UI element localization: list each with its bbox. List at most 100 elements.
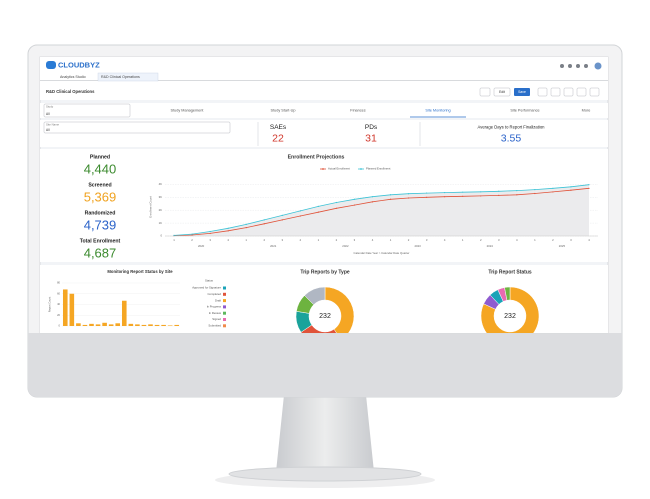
icon[interactable] (568, 64, 572, 68)
x-tick-label: 1 (318, 238, 320, 242)
point (480, 195, 482, 197)
edit-label[interactable]: Edit (499, 90, 505, 94)
donut-segment (504, 286, 511, 301)
kpi-label: PDs (365, 124, 378, 131)
bar (108, 324, 114, 326)
point (444, 191, 446, 194)
bar (154, 324, 160, 326)
kpi-label: SAEs (270, 124, 287, 131)
dashboard-title: R&D Clinical Operations (46, 89, 95, 94)
y-tick-label: 1K (159, 221, 163, 225)
bar (167, 325, 173, 326)
filter-value[interactable]: All (46, 128, 50, 132)
x-tick-label: 4 (516, 238, 518, 242)
point (191, 234, 193, 236)
x-group-label: 2025 (559, 244, 566, 248)
monitor-chin (28, 333, 622, 397)
point (227, 227, 229, 229)
nav-tab[interactable]: More (582, 109, 591, 113)
x-tick-label: 4 (227, 238, 229, 242)
icon-button[interactable] (537, 87, 548, 97)
x-tick-label: 3 (281, 238, 283, 242)
toolbar-bar (40, 84, 608, 100)
nav-tab[interactable]: Site Monitoring (425, 109, 450, 113)
y-tick-label: 0 (160, 234, 162, 238)
bar (82, 324, 88, 326)
line (173, 187, 590, 236)
point (570, 189, 572, 191)
point (552, 191, 554, 193)
chart-title: Trip Reports by Type (300, 269, 350, 275)
x-tick-label: 1 (462, 238, 464, 242)
point (299, 210, 301, 212)
point (389, 194, 392, 196)
point (389, 198, 392, 200)
point (335, 201, 337, 204)
donut-segment (324, 286, 355, 333)
logo: CLOUDBYZ (58, 60, 100, 69)
point (480, 191, 482, 193)
save-label[interactable]: Save (518, 90, 526, 94)
kpi-label: Planned (90, 154, 110, 160)
kpi-value: 3.55 (501, 132, 522, 144)
bar (128, 323, 134, 326)
bar (141, 324, 147, 326)
icon-button[interactable] (563, 87, 574, 97)
edit-button[interactable] (493, 87, 511, 97)
legend-swatch (360, 168, 362, 170)
point (317, 211, 319, 213)
legend-label: Planned Enrollment (366, 167, 391, 171)
x-tick-label: 2 (263, 238, 265, 242)
bar (76, 323, 81, 326)
x-tick-label: 3 (209, 238, 211, 242)
filter-value[interactable]: All (46, 112, 50, 116)
nav-tab[interactable]: Study Management (171, 109, 205, 113)
filter-label: Site Name (46, 123, 60, 127)
x-tick-label: 2 (552, 238, 554, 242)
icon[interactable] (584, 64, 588, 68)
point (245, 227, 247, 229)
point (498, 190, 500, 192)
icon-button[interactable] (576, 87, 587, 97)
y-tick-label: 20 (57, 313, 60, 317)
x-tick-label: 4 (300, 238, 302, 242)
point (462, 191, 464, 193)
dashboard: CLOUDBYZ Analytics Studio R&D Clinical Ope… (40, 57, 608, 333)
icon-button[interactable] (550, 87, 561, 97)
save-button[interactable] (514, 88, 530, 96)
icon[interactable] (576, 64, 580, 68)
avatar[interactable] (594, 62, 602, 70)
legend-label: Draft (215, 298, 221, 302)
point (498, 194, 500, 196)
x-tick-label: 3 (498, 238, 500, 242)
filter-box[interactable] (43, 121, 231, 134)
icon[interactable] (560, 64, 564, 68)
x-tick-label: 2 (480, 238, 482, 242)
x-tick-label: 4 (372, 238, 374, 242)
nav-tab[interactable]: Study Start-Up (271, 109, 296, 113)
kpi-value: 5,369 (84, 189, 117, 204)
kpi-value: 22 (272, 132, 284, 144)
point (353, 204, 356, 206)
point (281, 219, 283, 221)
chart-title: Monitoring Report Status by Site (107, 269, 173, 274)
icon-button[interactable] (479, 87, 491, 97)
icon-button[interactable] (589, 87, 600, 97)
point (516, 190, 518, 192)
point (534, 192, 536, 195)
point (444, 196, 446, 198)
x-group-label: 2020 (198, 244, 205, 248)
nav-tab[interactable]: Site Performance (510, 109, 539, 113)
nav-tab[interactable]: Finances (350, 109, 366, 113)
point (227, 230, 229, 232)
y-tick-label: 4K (159, 182, 163, 186)
point (299, 215, 301, 217)
kpi-label: Total Enrollment (80, 238, 121, 244)
tab[interactable]: Analytics Studio (60, 75, 86, 79)
kpi-value: 4,739 (84, 217, 117, 232)
filter-box[interactable] (43, 103, 131, 118)
point (317, 205, 319, 207)
x-tick-label: 3 (570, 238, 572, 242)
y-tick-label: 3K (159, 195, 163, 199)
tab[interactable]: R&D Clinical Operations (101, 75, 140, 79)
